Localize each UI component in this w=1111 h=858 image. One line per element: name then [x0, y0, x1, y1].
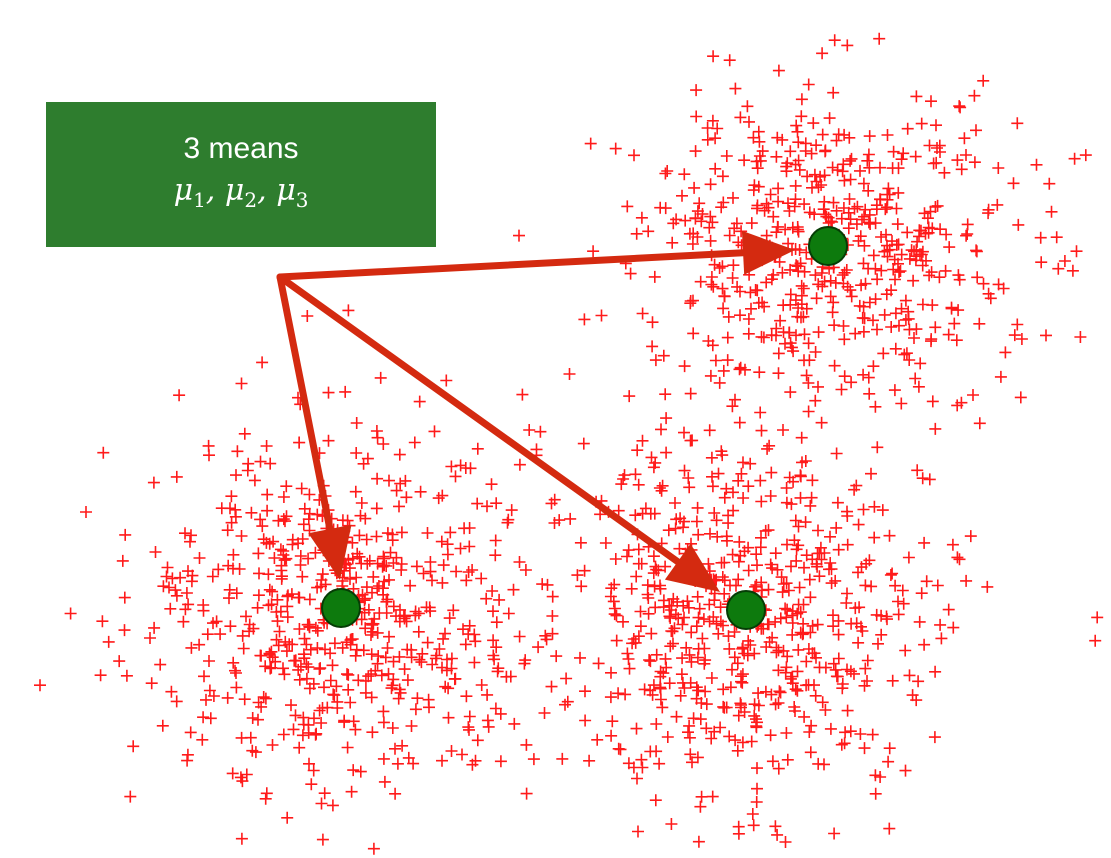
mean-2-centroid	[321, 588, 361, 628]
mean-2-index: 2	[244, 188, 258, 212]
mean-1-symbol: μ	[173, 173, 194, 208]
mean-separator: ,	[257, 173, 277, 208]
mean-3-index: 3	[295, 188, 309, 212]
means-label-symbols: μ1, μ2, μ3	[174, 171, 309, 220]
arrow-to-mean-2-shaft	[276, 273, 334, 533]
mean-2-symbol: μ	[224, 173, 245, 208]
arrow-to-mean-3-shaft	[276, 273, 682, 566]
arrow-to-mean-3-head	[664, 543, 720, 592]
pointer-arrows	[276, 230, 795, 592]
means-label-title: 3 means	[183, 132, 299, 165]
mean-separator: ,	[205, 173, 225, 208]
arrow-to-mean-2-head	[308, 524, 352, 580]
mean-1-centroid	[808, 226, 848, 266]
mean-3-centroid	[726, 590, 766, 630]
arrow-to-mean-1-head	[741, 230, 795, 275]
cluster-means	[321, 226, 848, 630]
mean-3-symbol: μ	[276, 173, 296, 208]
arrow-to-mean-1-shaft	[276, 249, 747, 281]
means-label-box: 3 means μ1, μ2, μ3	[46, 102, 436, 247]
mean-1-index: 1	[193, 188, 206, 212]
